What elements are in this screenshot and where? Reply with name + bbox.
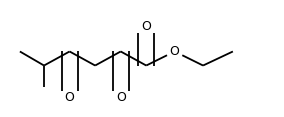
Text: O: O xyxy=(141,20,151,33)
Text: O: O xyxy=(170,45,179,58)
Text: O: O xyxy=(116,91,126,104)
Text: O: O xyxy=(65,91,74,104)
